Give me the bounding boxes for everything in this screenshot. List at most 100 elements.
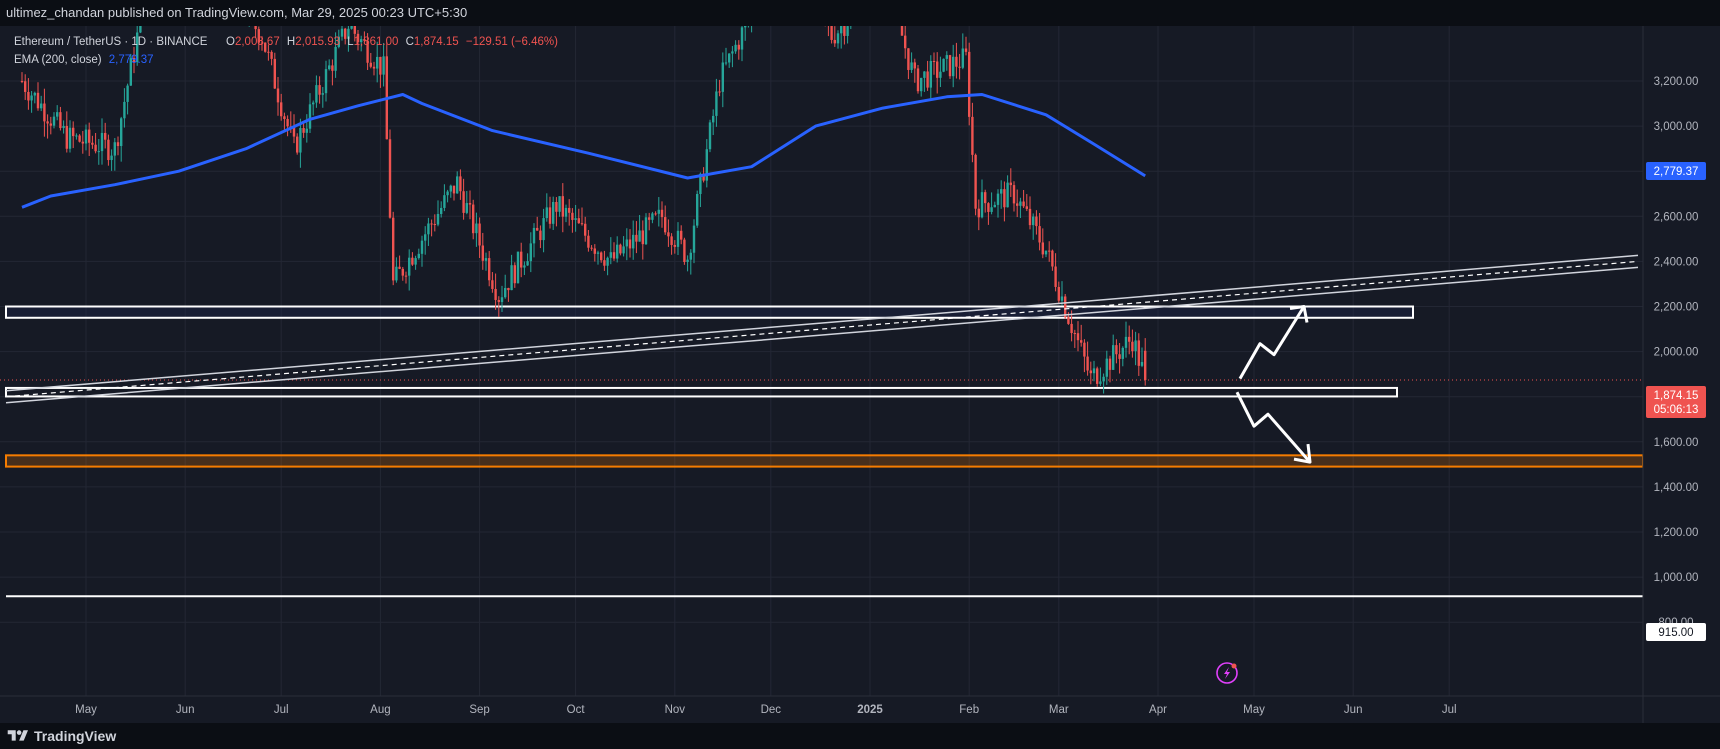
candle-body (46, 121, 49, 124)
candle-body (699, 173, 702, 195)
candle-body (30, 95, 33, 101)
drawings[interactable] (5, 254, 1639, 464)
time-tick-label: Mar (1049, 704, 1069, 716)
candle-body (388, 139, 392, 218)
candle-body (1086, 356, 1089, 371)
candle-body (628, 239, 632, 249)
candle-body (24, 81, 27, 92)
candle-body (536, 227, 539, 231)
candle-body (395, 266, 398, 281)
candle-body (840, 25, 843, 34)
candle-body (731, 51, 734, 54)
ema-badge: 2,779.37 (1654, 166, 1699, 178)
candle-body (417, 253, 420, 259)
candle-body (548, 207, 552, 224)
candle-body (1131, 341, 1134, 352)
candle-body (84, 129, 88, 144)
candle-body (75, 135, 78, 137)
candle-body (955, 56, 958, 67)
price-axis[interactable]: 3,200.003,000.002,800.002,600.002,400.00… (1643, 26, 1720, 696)
time-tick-label: Nov (665, 704, 686, 716)
candle-body (744, 20, 747, 28)
time-axis[interactable]: May Jun Jul Aug Sep Oct Nov Dec 2025 Feb Mar Apr May… (0, 26, 1720, 723)
replay-button[interactable] (1216, 662, 1238, 684)
candle-body (401, 268, 404, 276)
candle-body (81, 141, 84, 144)
price-tick-label: 2,400.00 (1654, 256, 1699, 268)
candle-body (337, 36, 340, 47)
candle-body (708, 122, 712, 150)
candle-body (1073, 333, 1076, 335)
candle-body (299, 127, 302, 153)
candle-body (286, 119, 289, 127)
candle-body (740, 27, 744, 50)
chart-frame[interactable]: 3,200.003,000.002,800.002,600.002,400.00… (0, 0, 1720, 723)
candle-body (315, 85, 318, 103)
candle-body (324, 69, 328, 94)
candle-body (654, 213, 657, 215)
candle-body (545, 207, 548, 219)
candle-body (507, 288, 510, 291)
time-tick-label: Apr (1149, 704, 1167, 716)
candle-body (555, 201, 558, 212)
candle-body (520, 251, 523, 268)
candle-body (920, 77, 923, 92)
candle-body (996, 193, 1000, 205)
legend-ema: EMA (200, close) 2,779.37 (14, 54, 154, 66)
legend-low-label: L (347, 36, 354, 48)
candle-body (334, 46, 337, 71)
candle-body (97, 151, 100, 153)
candle-body (571, 212, 574, 220)
candle-body (139, 11, 142, 33)
price-chart[interactable]: 3,200.003,000.002,800.002,600.002,400.00… (0, 0, 1720, 723)
candle-body (1035, 216, 1038, 227)
candle-body (257, 29, 260, 43)
candle-body (305, 128, 308, 133)
candle-body (488, 258, 491, 281)
candle-body (542, 218, 545, 241)
candle-body (689, 252, 692, 260)
candle-body (968, 51, 971, 117)
time-tick-label: Feb (959, 704, 979, 716)
candle-body (836, 33, 840, 44)
candle-body (612, 252, 616, 259)
candle-body (420, 240, 424, 254)
line-badge: 915.00 (1658, 627, 1693, 639)
candle-body (436, 213, 440, 225)
logo-dot (16, 730, 22, 735)
candle-body (625, 239, 628, 247)
candle-body (65, 125, 68, 149)
price-badge-bg (1646, 386, 1706, 418)
legend-low-value: 1,861.00 (354, 36, 399, 48)
candle-body (88, 129, 91, 143)
candle-body (398, 266, 401, 269)
candle-body (392, 217, 395, 281)
candle-body (353, 25, 356, 34)
candle-body (916, 68, 920, 92)
candle-body (1089, 370, 1092, 374)
time-tick-label: May (1243, 704, 1265, 716)
bullish-arrow-head (1289, 305, 1309, 323)
candle-body (580, 223, 584, 225)
lightning-icon (1224, 667, 1230, 679)
candle-body (254, 13, 257, 30)
candle-body (974, 154, 977, 209)
candle-body (49, 123, 52, 126)
price-tick-label: 1,600.00 (1654, 437, 1699, 449)
candle-body (904, 35, 907, 49)
candle-body (1019, 201, 1022, 206)
candle-body (664, 217, 667, 233)
candle-body (344, 28, 347, 39)
candle-body (1051, 250, 1054, 267)
candle-body (593, 248, 596, 254)
candle-body (945, 55, 948, 59)
candle-body (110, 155, 113, 161)
candle-body (36, 92, 40, 109)
candle-body (1041, 242, 1044, 255)
candle-body (468, 203, 472, 205)
candle-body (456, 176, 459, 194)
legend-symbol: Ethereum / TetherUS · 1D · BINANCE (14, 36, 208, 48)
time-tick-label: Dec (761, 704, 782, 716)
candle-body (1115, 345, 1118, 355)
candle-body (56, 112, 59, 117)
